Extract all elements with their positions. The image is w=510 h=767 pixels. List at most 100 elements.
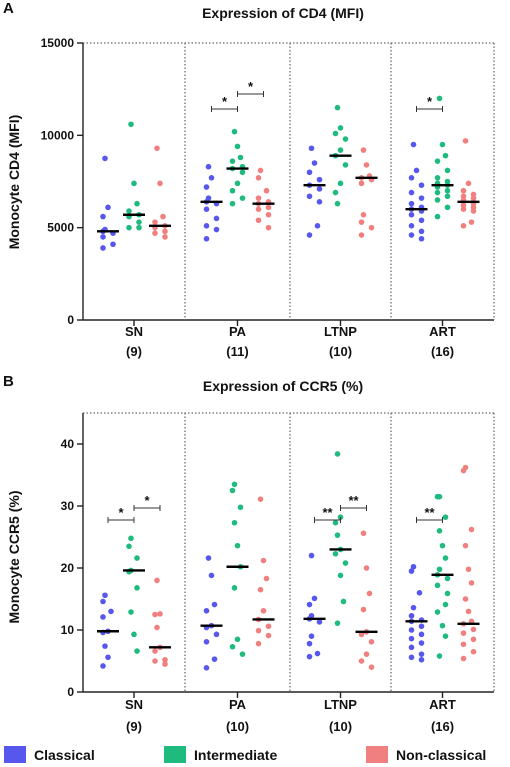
panel-a-group-pa-classical-point	[213, 215, 220, 222]
panel-b-group-ltnp-intermediate-point	[337, 572, 344, 579]
panel-b-group-ltnp-non-classical-point	[360, 530, 367, 537]
panel-b-group-art-non-classical-point	[462, 542, 469, 549]
panel-b-group-sn-non-classical-point	[162, 656, 168, 663]
panel-a-group-ltnp-label: LTNP	[324, 324, 357, 339]
panel-a-group-sn-non-classical-point	[152, 230, 158, 237]
panel-b-group-ltnp-intermediate-point	[332, 550, 339, 557]
panel-b-group-pa-intermediate-point	[229, 643, 236, 650]
panel-a-group-sn-intermediate-point	[134, 200, 140, 207]
legend: Classical Intermediate Non-classical	[4, 746, 486, 763]
panel-b-group-pa-classical-point	[203, 607, 210, 614]
panel-b-group-sn-intermediate-point	[134, 585, 140, 591]
panel-a-group-ltnp-classical-point	[306, 232, 313, 238]
panel-b-group-art-non-classical-point	[468, 580, 475, 586]
panel-a-group-sn-non-classical-point	[152, 219, 158, 225]
panel-a-group-ltnp-intermediate-point	[334, 104, 341, 111]
panel-b-group-pa-intermediate-point	[239, 651, 246, 657]
panel-a-group-pa-classical-point	[213, 226, 220, 233]
legend-swatch-classical	[4, 746, 26, 763]
panel-a-group-ltnp-intermediate-point	[337, 125, 344, 131]
panel-a-group-art-intermediate-point	[444, 193, 451, 200]
panel-b-group-art-intermediate-point	[442, 633, 449, 639]
panel-b-group-pa-non-classical-point	[260, 557, 267, 564]
panel-a-group-ltnp-non-classical-point	[363, 162, 370, 168]
panel-b-group-sn-non-classical-point	[152, 658, 158, 664]
panel-a-group-sn-classical-point	[100, 245, 106, 251]
panel-b-group-ltnp-intermediate-point	[334, 451, 341, 457]
panel-a-group-art-non-classical-point	[460, 223, 467, 229]
panel-b-group-art-classical-point	[408, 644, 415, 651]
panel-a-group-pa-intermediate-point	[229, 200, 236, 207]
legend-item-non-classical: Non-classical	[366, 746, 486, 763]
panel-b-group-art-sig-label: **	[424, 505, 435, 520]
panel-a-letter: A	[3, 0, 14, 17]
panel-b-group-ltnp-intermediate-point	[334, 532, 341, 538]
panel-a-group-art-classical-point	[418, 195, 425, 201]
legend-label-non-classical: Non-classical	[396, 747, 486, 763]
panel-b-group-sn-classical-point	[100, 598, 106, 605]
panel-a-group-art-classical-point	[408, 211, 415, 218]
panel-b-group-sn-intermediate-point	[128, 535, 134, 542]
panel-a-group-ltnp-classical-point	[316, 176, 323, 183]
panel-b-group-sn-label: SN	[125, 697, 143, 712]
panel-b-y-tick-label: 40	[61, 437, 75, 451]
panel-a-group-pa-sig-label: *	[248, 79, 254, 94]
panel-a-group-pa-intermediate-point	[239, 195, 246, 201]
panel-a-group-art-intermediate-point	[434, 158, 441, 164]
panel-a-group-sn-non-classical-point	[160, 213, 166, 220]
panel-a-group-art-intermediate-point	[439, 141, 446, 148]
panel-a-group-pa-non-classical-point	[257, 167, 264, 174]
panel-b-group-ltnp-non-classical-point	[358, 658, 365, 664]
panel-b-group-ltnp-non-classical-point	[363, 651, 370, 657]
panel-a-group-pa-intermediate-point	[229, 187, 236, 194]
panel-b-group-art-classical-point	[418, 640, 425, 646]
panel-b-group-ltnp-intermediate-point	[340, 598, 347, 605]
panel-a-group-art-intermediate-point	[444, 167, 451, 174]
panel-b-group-art-classical-point	[408, 568, 415, 574]
panel-b-group-art-intermediate-point	[444, 590, 451, 597]
panel-a-group-art-non-classical-point	[465, 180, 472, 187]
panel-a-group-art-classical-point	[418, 235, 425, 242]
panel-b-group-sn-sig-label: *	[118, 505, 124, 520]
panel-b-group-ltnp-label: LTNP	[324, 697, 357, 712]
panel-a-plot: 0 5000 10000 15000 SN (9) PA (11) * * LTNP (10) ART (…	[41, 36, 495, 359]
panel-b-group-ltnp-classical-point	[308, 552, 315, 559]
panel-a-group-sn-non-classical-point	[162, 228, 168, 235]
panel-a-group-pa-intermediate-point	[234, 180, 241, 187]
panel-b-group-art-classical-point	[418, 631, 425, 638]
panel-a-group-ltnp-non-classical-point	[358, 219, 365, 225]
panel-a-group-art-classical-point	[408, 232, 415, 238]
panel-b-group-art-intermediate-point	[442, 514, 449, 520]
legend-label-classical: Classical	[34, 747, 95, 763]
panel-a-group-ltnp-non-classical-point	[368, 224, 375, 231]
panel-a-group-ltnp-intermediate-point	[337, 147, 344, 153]
panel-b-group-ltnp-non-classical-point	[363, 565, 370, 571]
panel-b-group-sn-non-classical-point	[154, 624, 160, 631]
panel-b-group-pa-classical-point	[203, 665, 210, 671]
panel-b-group-art-intermediate-point	[439, 542, 446, 549]
legend-item-classical: Classical	[4, 746, 95, 763]
panel-a-group-pa-non-classical-point	[255, 217, 262, 224]
panel-a-group-sn-intermediate-point	[136, 224, 142, 231]
panel-a-group-ltnp-intermediate-point	[334, 200, 341, 207]
panel-b-group-art-intermediate-point	[444, 575, 451, 582]
panel-b-group-pa-non-classical-point	[265, 623, 272, 630]
panel-a-group-art-non-classical-point	[462, 138, 469, 144]
panel-a-group-pa-label: PA	[229, 324, 247, 339]
panel-a-group-ltnp-classical-point	[306, 169, 313, 176]
panel-a-group-pa-non-classical-point	[265, 224, 272, 231]
panel-b-group-ltnp-classical-point	[306, 640, 313, 647]
panel-b-group-pa-intermediate-point	[237, 504, 244, 511]
panel-a-group-sn-label: SN	[125, 324, 143, 339]
panel-a-group-art-classical-point	[418, 182, 425, 188]
panel-a-group-pa-non-classical-point	[255, 175, 262, 181]
panel-a-group-sn-non-classical-point	[162, 234, 168, 240]
panel-b-y-tick-label: 30	[61, 499, 75, 513]
panel-a-group-art-n: (16)	[431, 344, 454, 359]
panel-b-group-art-intermediate-point	[436, 653, 443, 659]
panel-b-group-ltnp-classical-point	[306, 601, 313, 608]
panel-b-group-pa-non-classical-point	[257, 586, 264, 593]
panel-b-group-art-intermediate-point	[439, 622, 446, 629]
panel-a-group-art-non-classical-point	[460, 187, 467, 194]
panel-b-group-art-intermediate-point	[434, 582, 441, 589]
